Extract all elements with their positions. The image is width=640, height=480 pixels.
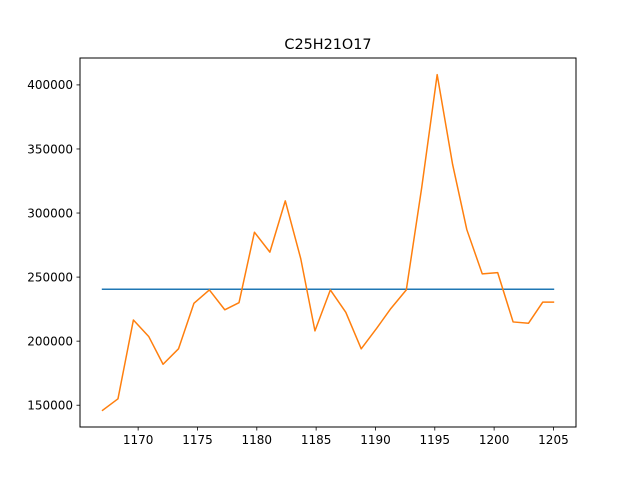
x-tick-label: 1170 — [123, 433, 154, 447]
chart-title: C25H21O17 — [284, 37, 371, 53]
x-tick-label: 1190 — [360, 433, 391, 447]
y-tick-label: 150000 — [27, 399, 73, 413]
y-tick-label: 300000 — [27, 206, 73, 220]
x-tick-label: 1185 — [301, 433, 332, 447]
y-tick-label: 200000 — [27, 334, 73, 348]
x-tick-label: 1195 — [420, 433, 451, 447]
y-tick-label: 400000 — [27, 78, 73, 92]
y-tick-label: 250000 — [27, 270, 73, 284]
y-tick-label: 350000 — [27, 142, 73, 156]
x-tick-label: 1205 — [538, 433, 569, 447]
x-tick-label: 1180 — [242, 433, 273, 447]
x-tick-label: 1200 — [479, 433, 510, 447]
x-tick-label: 1175 — [182, 433, 213, 447]
